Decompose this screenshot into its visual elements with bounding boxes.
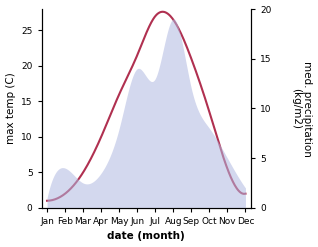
X-axis label: date (month): date (month): [107, 231, 185, 242]
Y-axis label: med. precipitation
(kg/m2): med. precipitation (kg/m2): [291, 61, 313, 156]
Y-axis label: max temp (C): max temp (C): [5, 73, 16, 144]
